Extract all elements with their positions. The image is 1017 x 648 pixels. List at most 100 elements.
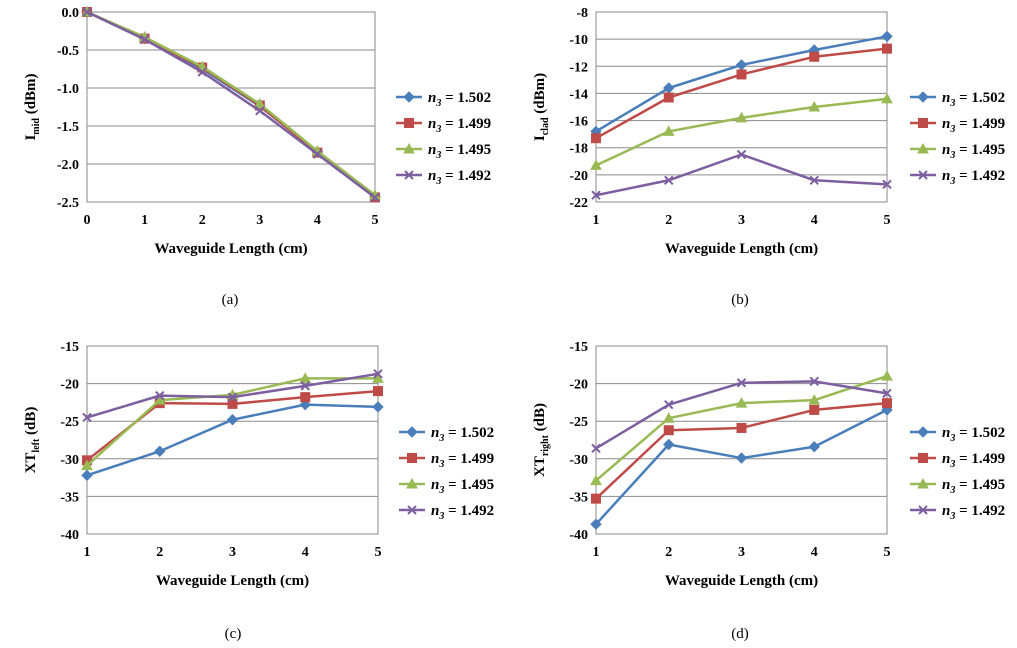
x-tick-label: 1 <box>593 545 600 560</box>
x-tick-label: 2 <box>665 545 672 560</box>
data-point <box>197 67 207 77</box>
y-axis-title-unit: (dBm) <box>532 73 548 118</box>
legend-label-value: = 1.495 <box>955 142 1005 158</box>
x-tick-label: 5 <box>884 545 891 560</box>
legend-label: n3 = 1.492 <box>942 503 1005 522</box>
data-point <box>591 190 601 200</box>
legend-label: n3 = 1.499 <box>431 451 494 470</box>
y-axis-title: XTleft (dB) <box>23 407 42 474</box>
y-tick-label: -18 <box>569 142 588 157</box>
series-line-2 <box>86 10 376 197</box>
legend-label-value: = 1.495 <box>441 142 491 158</box>
data-point <box>735 397 748 408</box>
data-point <box>154 445 166 457</box>
data-point <box>300 381 310 391</box>
y-axis-title-subscript: mid <box>31 118 42 135</box>
legend-label-subscript: 3 <box>949 124 955 135</box>
x-axis-title: Waveguide Length (cm) <box>156 573 309 589</box>
legend-marker <box>407 453 417 463</box>
data-point <box>808 394 821 405</box>
data-point <box>736 422 747 433</box>
y-tick-label: -20 <box>569 169 588 184</box>
x-tick-label: 5 <box>884 213 891 228</box>
legend-label-value: = 1.492 <box>955 503 1005 519</box>
y-tick-label: -2.5 <box>57 196 79 211</box>
data-point <box>882 43 892 54</box>
data-point <box>736 149 747 160</box>
data-point <box>736 69 747 80</box>
x-tick-label: 4 <box>811 545 818 560</box>
y-axis-title-main: I <box>23 135 39 141</box>
y-tick-label: -35 <box>60 490 79 505</box>
data-point <box>735 452 748 464</box>
legend-label: n3 = 1.502 <box>431 425 494 444</box>
legend-label: n3 = 1.499 <box>942 116 1005 135</box>
legend-label: n3 = 1.495 <box>428 142 491 161</box>
data-point <box>735 59 748 71</box>
data-point <box>591 493 601 504</box>
legend-label-symbol: n <box>428 168 436 184</box>
data-point <box>590 518 602 530</box>
legend-marker <box>917 91 929 103</box>
data-point <box>253 97 266 109</box>
data-point <box>882 388 892 399</box>
legend-label-subscript: 3 <box>949 459 955 470</box>
y-tick-label: -35 <box>569 490 588 505</box>
data-point <box>591 443 601 453</box>
y-axis-title-unit: (dBm) <box>23 73 39 118</box>
data-point <box>808 100 821 112</box>
data-point <box>809 175 819 185</box>
y-tick-label: -22 <box>569 196 588 211</box>
legend-marker <box>404 118 414 128</box>
x-tick-label: 2 <box>665 213 672 228</box>
data-point <box>82 412 92 423</box>
legend-label-subscript: 3 <box>438 433 444 444</box>
legend-label-symbol: n <box>942 168 950 184</box>
y-tick-label: -14 <box>569 87 588 102</box>
legend-label-subscript: 3 <box>438 485 444 496</box>
data-point <box>662 125 675 136</box>
panel-caption: (b) <box>731 292 749 308</box>
legend-marker <box>917 426 929 438</box>
legend-label-symbol: n <box>431 503 439 519</box>
y-axis-title-subscript: left <box>31 438 42 453</box>
x-tick-label: 4 <box>314 213 321 228</box>
panel-caption: (a) <box>222 292 239 308</box>
plot-area-frame <box>86 11 376 203</box>
data-point <box>300 392 311 403</box>
y-axis-title-main: XT <box>532 456 548 477</box>
legend-label-symbol: n <box>942 90 950 106</box>
legend-label-symbol: n <box>431 451 439 467</box>
legend-label: n3 = 1.495 <box>942 477 1005 496</box>
x-tick-label: 3 <box>738 545 745 560</box>
data-point <box>226 413 239 426</box>
y-tick-label: -1.5 <box>57 120 79 135</box>
data-point <box>373 386 383 397</box>
data-point <box>312 149 323 159</box>
x-tick-label: 3 <box>229 545 236 560</box>
y-axis-title-subscript: right <box>540 434 551 456</box>
legend-label: n3 = 1.502 <box>428 90 491 109</box>
data-point <box>139 34 150 45</box>
data-point <box>881 92 893 104</box>
legend-marker <box>918 505 928 515</box>
legend-label-value: = 1.499 <box>955 451 1005 467</box>
data-point <box>299 398 311 411</box>
panel-caption: (c) <box>225 626 242 642</box>
legend-label-symbol: n <box>431 477 439 493</box>
y-axis-title-unit: (dB) <box>23 407 39 439</box>
legend-label-subscript: 3 <box>435 176 441 187</box>
data-point <box>809 51 820 62</box>
y-tick-label: -10 <box>569 33 588 48</box>
series-line-3 <box>86 10 376 199</box>
data-point <box>373 369 383 379</box>
legend-label-value: = 1.495 <box>955 477 1005 493</box>
series-line-1 <box>595 401 888 500</box>
legend-label-symbol: n <box>431 425 439 441</box>
plot-area-frame <box>86 345 379 535</box>
legend-label-subscript: 3 <box>438 511 444 522</box>
legend-label-value: = 1.502 <box>955 425 1005 441</box>
legend-marker <box>403 142 415 154</box>
y-tick-label: -15 <box>569 340 588 355</box>
